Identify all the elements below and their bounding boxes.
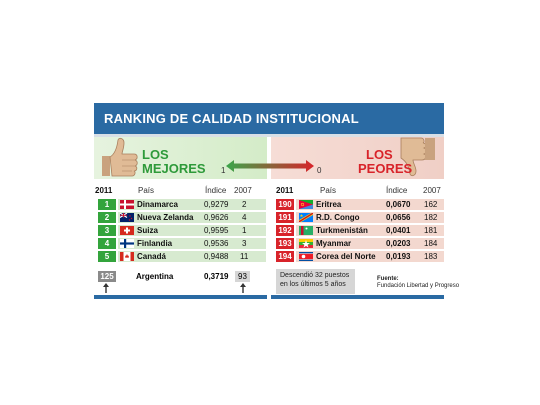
- scale-min-label: 0: [317, 166, 322, 175]
- worst-2007-3: 181: [424, 226, 438, 235]
- best-rank-3: 3: [98, 225, 116, 236]
- table-row: [296, 238, 444, 249]
- title-bar: RANKING DE CALIDAD INSTITUCIONAL: [94, 103, 444, 134]
- denmark-flag-icon: [120, 200, 134, 209]
- table-row: [118, 212, 266, 223]
- note-line2: en los últimos 5 años: [280, 281, 346, 288]
- worst-rank-2: 191: [276, 212, 294, 223]
- worst-rank-1: 190: [276, 199, 294, 210]
- table-row: [296, 199, 444, 210]
- best-rank-4: 4: [98, 238, 116, 249]
- divider: [271, 295, 444, 299]
- worst-index-1: 0,0670: [386, 200, 411, 209]
- worst-country-1: Eritrea: [316, 200, 342, 209]
- worst-rank-4: 193: [276, 238, 294, 249]
- new-zealand-flag-icon: [120, 213, 134, 222]
- myanmar-flag-icon: [299, 239, 313, 248]
- worst-2007-5: 183: [424, 252, 438, 261]
- worst-country-2: R.D. Congo: [316, 213, 360, 222]
- worst-heading-line2: PEORES: [358, 161, 413, 176]
- best-country-4: Finlandia: [137, 239, 173, 248]
- argentina-rank: 125: [98, 271, 116, 282]
- eritrea-flag-icon: [299, 200, 313, 209]
- worst-index-2: 0,0656: [386, 213, 411, 222]
- worst-2007-2: 182: [424, 213, 438, 222]
- worst-country-4: Myanmar: [316, 239, 352, 248]
- table-row: [118, 225, 266, 236]
- worst-index-3: 0,0401: [386, 226, 411, 235]
- table-row: [118, 199, 266, 210]
- best-heading-line2: MEJORES: [142, 161, 206, 176]
- argentina-index: 0,3719: [204, 272, 229, 281]
- best-index-4: 0,9536: [204, 239, 229, 248]
- source-text: Fundación Libertad y Progreso: [377, 283, 460, 289]
- col-index-best: Índice: [205, 186, 227, 195]
- worst-index-4: 0,0203: [386, 239, 411, 248]
- col-prev-best: 2007: [234, 186, 252, 195]
- table-row: [296, 225, 444, 236]
- best-2007-1: 2: [242, 200, 247, 209]
- thumb-down-icon: [400, 137, 435, 177]
- col-prev-worst: 2007: [423, 186, 441, 195]
- table-row: [296, 251, 444, 262]
- best-rank-5: 5: [98, 251, 116, 262]
- best-country-1: Dinamarca: [137, 200, 178, 209]
- col-index-worst: Índice: [386, 186, 408, 195]
- best-2007-2: 4: [242, 213, 247, 222]
- worst-index-5: 0,0193: [386, 252, 411, 261]
- col-country-worst: País: [320, 186, 337, 195]
- divider: [94, 295, 267, 299]
- best-2007-4: 3: [242, 239, 247, 248]
- finland-flag-icon: [120, 239, 134, 248]
- dr-congo-flag-icon: [299, 213, 313, 222]
- scale-max-label: 1: [221, 166, 226, 175]
- argentina-2007: 93: [235, 271, 250, 282]
- best-index-1: 0,9279: [204, 200, 229, 209]
- table-row: [118, 251, 266, 262]
- best-index-3: 0,9595: [204, 226, 229, 235]
- worst-2007-4: 184: [424, 239, 438, 248]
- worst-country-3: Turkmenistán: [316, 226, 368, 235]
- col-year-best: 2011: [95, 186, 113, 195]
- ranking-infographic: RANKING DE CALIDAD INSTITUCIONAL LOS MEJ…: [94, 103, 459, 299]
- best-2007-5: 11: [240, 252, 249, 261]
- arrow-up-icon: [240, 283, 246, 293]
- thumb-up-icon: [102, 137, 138, 177]
- best-country-5: Canadá: [137, 252, 166, 261]
- best-heading-line1: LOS: [142, 147, 169, 162]
- best-country-3: Suiza: [137, 226, 158, 235]
- table-row: [118, 238, 266, 249]
- divider: [94, 134, 444, 137]
- turkmenistan-flag-icon: [299, 226, 313, 235]
- worst-country-5: Corea del Norte: [316, 252, 376, 261]
- worst-heading-line1: LOS: [366, 147, 393, 162]
- worst-rank-3: 192: [276, 225, 294, 236]
- double-arrow-icon: [226, 160, 314, 172]
- canada-flag-icon: [120, 252, 134, 261]
- north-korea-flag-icon: [299, 252, 313, 261]
- best-2007-3: 1: [242, 226, 247, 235]
- best-country-2: Nueva Zelanda: [137, 213, 194, 222]
- best-rank-2: 2: [98, 212, 116, 223]
- switzerland-flag-icon: [120, 226, 134, 235]
- argentina-country: Argentina: [136, 272, 174, 281]
- best-index-5: 0,9488: [204, 252, 229, 261]
- chart-title: RANKING DE CALIDAD INSTITUCIONAL: [104, 111, 359, 126]
- note-line1: Descendió 32 puestos: [280, 272, 350, 279]
- worst-2007-1: 162: [424, 200, 438, 209]
- col-year-worst: 2011: [276, 186, 294, 195]
- col-country-best: País: [138, 186, 155, 195]
- best-index-2: 0,9626: [204, 213, 229, 222]
- arrow-up-icon: [103, 283, 109, 293]
- table-row: [296, 212, 444, 223]
- source-label: Fuente:: [377, 276, 399, 282]
- note-box: [276, 269, 355, 294]
- best-rank-1: 1: [98, 199, 116, 210]
- worst-rank-5: 194: [276, 251, 294, 262]
